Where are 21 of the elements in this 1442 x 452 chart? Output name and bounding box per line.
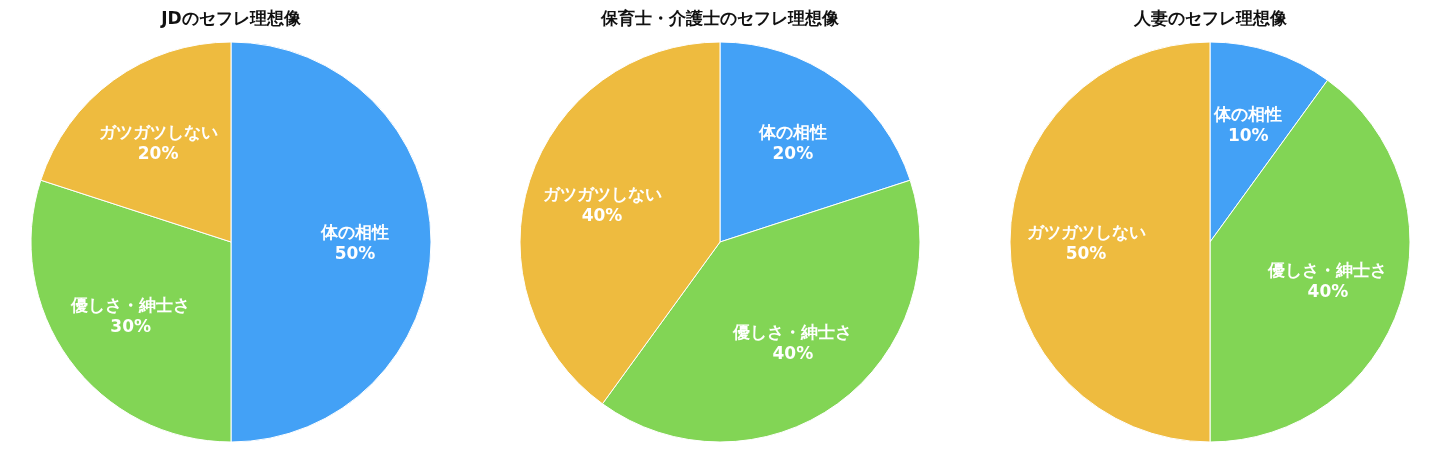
slice-label: ガツガツしない (98, 121, 218, 142)
slice-label: 優しさ・紳士さ (732, 322, 853, 343)
data-label: 20% (772, 142, 814, 163)
data-label: 40% (1307, 281, 1349, 302)
chart-title: 人妻のセフレ理想像 (1132, 8, 1288, 28)
data-label: 30% (110, 315, 152, 336)
slice-label: 優しさ・紳士さ (1267, 260, 1388, 281)
chart-title: JDのセフレ理想像 (160, 8, 302, 28)
slice-label: 体の相性 (1213, 104, 1283, 125)
slice-label: 体の相性 (757, 121, 827, 142)
slice-label: 優しさ・紳士さ (70, 294, 191, 315)
data-label: 50% (1065, 243, 1107, 263)
slice-label: 体の相性 (320, 222, 389, 242)
chart-title: 保育士・介護士のセフレ理想像 (600, 8, 840, 28)
data-label: 40% (581, 204, 623, 225)
data-label: 20% (137, 142, 179, 163)
slice-label: ガツガツしない (542, 183, 662, 204)
slice-label: ガツガツしない (1026, 222, 1146, 242)
data-label: 50% (334, 243, 376, 263)
data-label: 40% (772, 343, 814, 364)
data-label: 10% (1227, 125, 1269, 146)
